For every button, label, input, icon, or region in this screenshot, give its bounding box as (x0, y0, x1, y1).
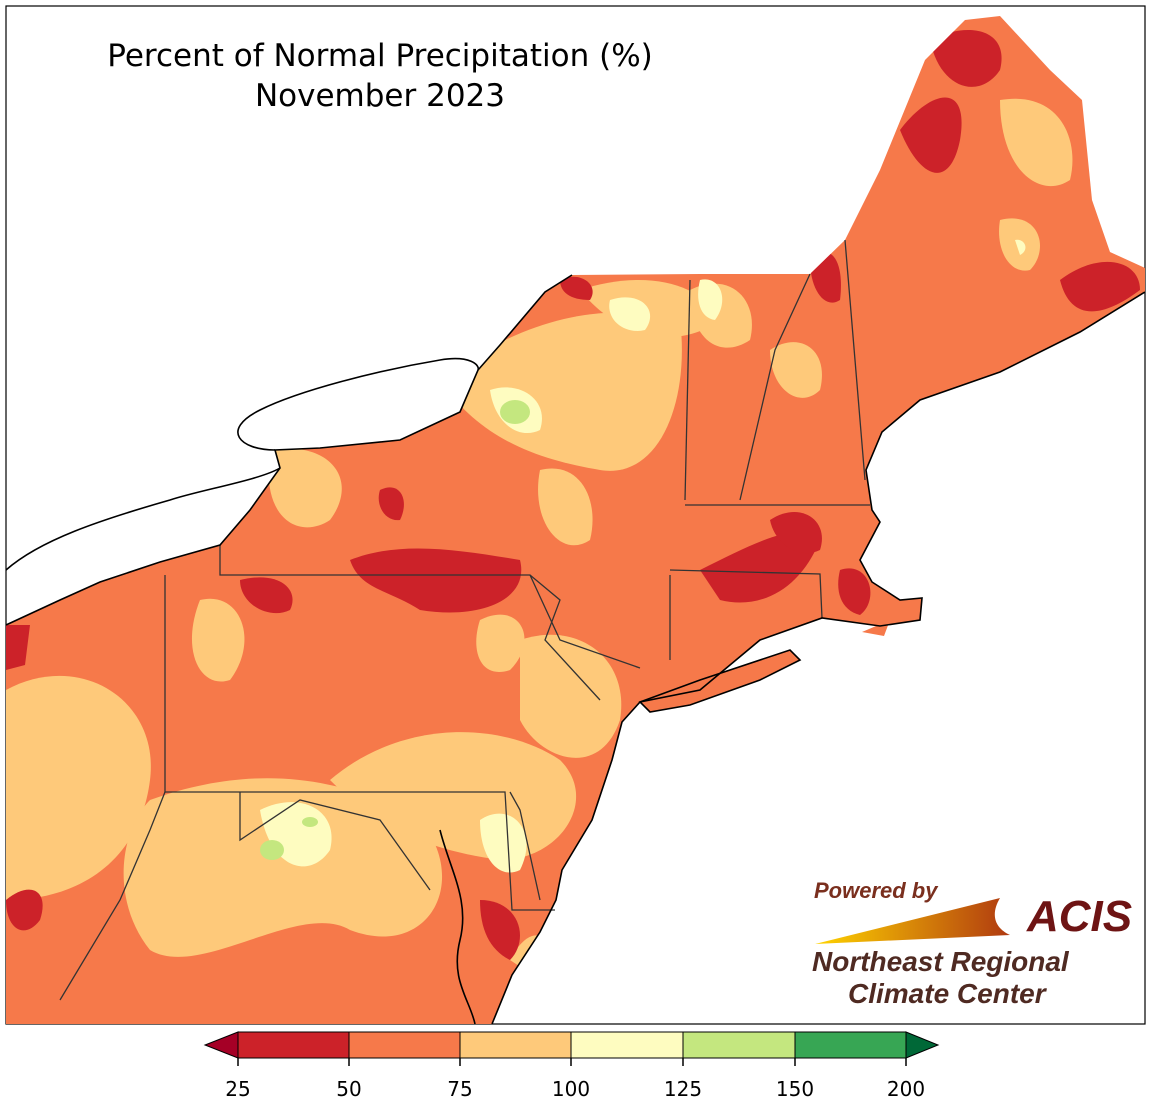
colorbar-tick-label: 75 (447, 1077, 473, 1101)
acis-nrcc-logo: Powered by ACIS Northeast Regional Clima… (812, 878, 1132, 1018)
colorbar-tick-label: 25 (225, 1077, 251, 1101)
map-title: Percent of Normal Precipitation (%) (107, 38, 653, 74)
logo-org-line1: Northeast Regional (812, 946, 1069, 977)
colorbar-above-200 (905, 1031, 940, 1059)
map-subtitle: November 2023 (254, 78, 505, 114)
colorbar-25-50 (237, 1031, 350, 1059)
logo-acis: ACIS (1027, 892, 1133, 941)
colorbar-100-125 (570, 1031, 684, 1059)
logo-powered-by: Powered by (814, 878, 938, 903)
colorbar-tick-label: 150 (775, 1077, 815, 1101)
colorbar-50-75 (348, 1031, 461, 1059)
colorbar-tick-label: 125 (663, 1077, 703, 1101)
colorbar-tick-label: 50 (336, 1077, 362, 1101)
colorbar-75-100 (459, 1031, 572, 1059)
colorbar-tick-label: 200 (886, 1077, 926, 1101)
colorbar-125-150 (682, 1031, 796, 1059)
colorbar-below-25 (203, 1031, 239, 1059)
coastlines (5, 274, 1146, 1025)
state-borders (59, 239, 870, 1001)
colorbar-tick-label: 100 (551, 1077, 591, 1101)
acis-swoosh-logo (815, 898, 1010, 944)
logo-org-line2: Climate Center (848, 978, 1046, 1009)
colorbar-150-200 (794, 1031, 907, 1059)
colorbar (203, 1031, 940, 1066)
